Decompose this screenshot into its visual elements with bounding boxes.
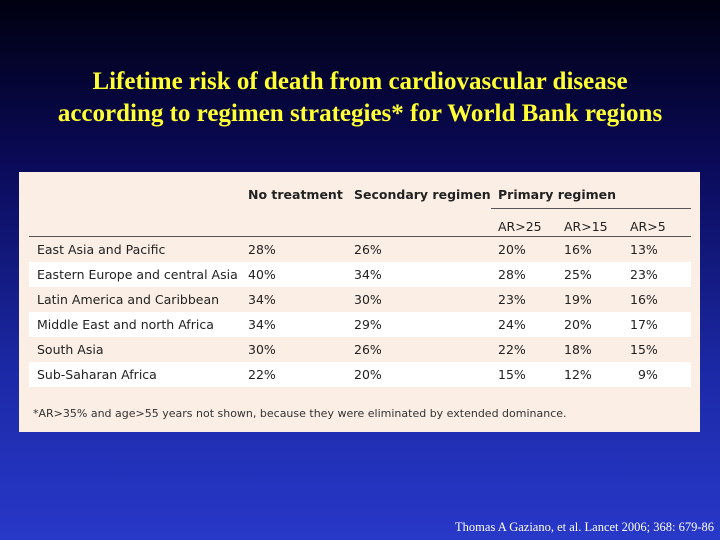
region-label: South Asia	[37, 342, 104, 357]
primary-group-rule	[491, 208, 691, 209]
slide-title: Lifetime risk of death from cardiovascul…	[0, 66, 720, 130]
subheader-ar5: AR>5	[630, 219, 666, 234]
value-ar25: 28%	[498, 267, 526, 282]
value-ar25: 24%	[498, 317, 526, 332]
value-ar5: 9%	[638, 367, 658, 382]
subheader-ar25: AR>25	[498, 219, 542, 234]
value-secondary: 30%	[354, 292, 382, 307]
value-no-treatment: 34%	[248, 292, 276, 307]
value-ar25: 22%	[498, 342, 526, 357]
value-ar25: 15%	[498, 367, 526, 382]
value-ar5: 16%	[630, 292, 658, 307]
value-secondary: 29%	[354, 317, 382, 332]
value-no-treatment: 30%	[248, 342, 276, 357]
value-ar15: 12%	[564, 367, 592, 382]
value-ar15: 18%	[564, 342, 592, 357]
value-secondary: 20%	[354, 367, 382, 382]
value-no-treatment: 34%	[248, 317, 276, 332]
table-row: Latin America and Caribbean 34% 30% 23% …	[29, 287, 691, 312]
value-no-treatment: 28%	[248, 242, 276, 257]
value-ar5: 17%	[630, 317, 658, 332]
region-label: East Asia and Pacific	[37, 242, 166, 257]
slide-title-line-1: Lifetime risk of death from cardiovascul…	[92, 68, 628, 95]
table-row: Sub-Saharan Africa 22% 20% 15% 12% 9%	[29, 362, 691, 387]
table-footnote: *AR>35% and age>55 years not shown, beca…	[33, 407, 567, 420]
region-label: Middle East and north Africa	[37, 317, 214, 332]
value-ar5: 23%	[630, 267, 658, 282]
header-no-treatment: No treatment	[248, 187, 343, 202]
slide-title-line-2: according to regimen strategies* for Wor…	[57, 100, 663, 127]
value-ar25: 20%	[498, 242, 526, 257]
value-ar5: 15%	[630, 342, 658, 357]
citation: Thomas A Gaziano, et al. Lancet 2006; 36…	[455, 520, 714, 534]
value-ar5: 13%	[630, 242, 658, 257]
value-secondary: 34%	[354, 267, 382, 282]
region-label: Latin America and Caribbean	[37, 292, 220, 307]
value-ar15: 19%	[564, 292, 592, 307]
value-ar15: 20%	[564, 317, 592, 332]
value-no-treatment: 22%	[248, 367, 276, 382]
value-ar25: 23%	[498, 292, 526, 307]
risk-table: No treatment Secondary regimen Primary r…	[19, 172, 700, 432]
value-no-treatment: 40%	[248, 267, 276, 282]
region-label: Eastern Europe and central Asia	[37, 267, 238, 282]
header-secondary-regimen: Secondary regimen	[354, 187, 491, 202]
value-secondary: 26%	[354, 342, 382, 357]
table-row: Eastern Europe and central Asia 40% 34% …	[29, 262, 691, 287]
value-secondary: 26%	[354, 242, 382, 257]
header-rule	[29, 236, 691, 237]
table-row: South Asia 30% 26% 22% 18% 15%	[29, 337, 691, 362]
header-primary-regimen: Primary regimen	[498, 187, 617, 202]
value-ar15: 16%	[564, 242, 592, 257]
region-label: Sub-Saharan Africa	[37, 367, 157, 382]
table-row: East Asia and Pacific 28% 26% 20% 16% 13…	[29, 237, 691, 262]
subheader-ar15: AR>15	[564, 219, 608, 234]
table-row: Middle East and north Africa 34% 29% 24%…	[29, 312, 691, 337]
value-ar15: 25%	[564, 267, 592, 282]
